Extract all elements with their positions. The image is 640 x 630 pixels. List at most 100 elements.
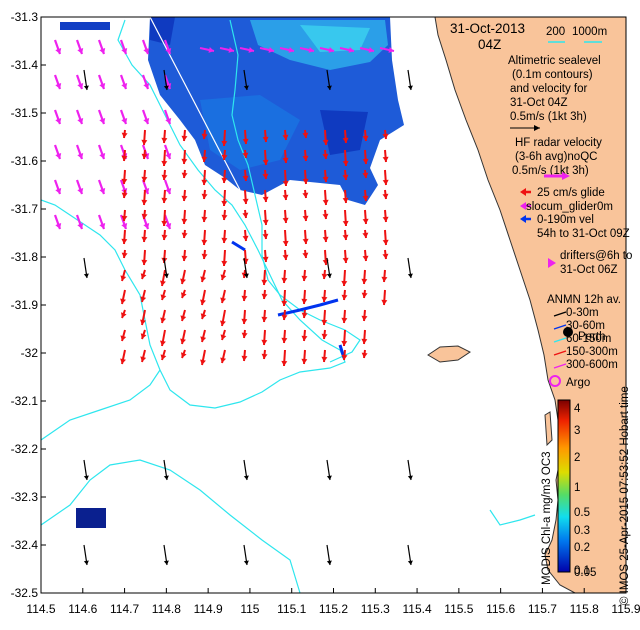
hf-radar-arrow xyxy=(181,189,188,202)
hf-radar-arrow xyxy=(321,329,328,340)
svg-text:300-600m: 300-600m xyxy=(566,359,618,371)
svg-text:Altimetric sealevel: Altimetric sealevel xyxy=(508,55,601,67)
y-tick-label: -32.3 xyxy=(11,490,39,504)
hf-radar-arrow xyxy=(241,309,248,325)
altimetry-arrow xyxy=(219,47,235,53)
hf-radar-arrow xyxy=(181,229,188,239)
hf-radar-arrow xyxy=(181,209,188,225)
x-tick-label: 114.6 xyxy=(68,602,97,616)
colorbar-label: MODIS Chl-a mg/m3 OC3 xyxy=(541,451,553,585)
altimetry-arrow xyxy=(53,179,62,195)
hf-radar-arrow xyxy=(200,309,207,320)
colorbar-tick-label: 0.2 xyxy=(574,542,590,554)
hf-radar-arrow xyxy=(200,289,206,306)
y-tick-label: -31.8 xyxy=(11,250,39,264)
svg-text:25 cm/s glide: 25 cm/s glide xyxy=(537,187,605,199)
hf-radar-arrow xyxy=(342,189,349,204)
hf-radar-arrow xyxy=(382,129,389,140)
imos-credit: © IMOS 25-Apr-2015 07:53:52 Hobart time xyxy=(619,386,631,605)
svg-text:(0.1m contours): (0.1m contours) xyxy=(512,69,593,81)
mooring-arrow xyxy=(83,257,89,279)
hf-radar-arrow xyxy=(141,169,148,183)
hf-radar-arrow xyxy=(261,349,268,360)
glider-legend: 25 cm/s glide slocum_glider0m 0-190m vel… xyxy=(520,187,630,240)
x-tick-label: 114.9 xyxy=(194,602,223,616)
svg-text:0-190m vel: 0-190m vel xyxy=(537,214,594,226)
hf-radar-arrow xyxy=(361,309,368,322)
hf-radar-arrow xyxy=(282,209,289,224)
hf-radar-arrow xyxy=(381,289,388,306)
x-tick-label: 114.7 xyxy=(110,602,139,616)
hf-radar-arrow xyxy=(342,229,349,241)
mooring-arrow xyxy=(407,459,413,481)
y-tick-label: -31.3 xyxy=(11,10,39,24)
svg-text:0.5m/s (1kt 3h): 0.5m/s (1kt 3h) xyxy=(510,111,587,123)
hf-radar-arrow xyxy=(120,269,127,282)
y-tick-label: -31.5 xyxy=(11,106,39,120)
hf-radar-arrow xyxy=(121,249,128,259)
colorbar-tick-label: 0.05 xyxy=(574,567,596,579)
svg-text:31-Oct 04Z: 31-Oct 04Z xyxy=(510,97,568,109)
y-tick-label: -32.1 xyxy=(11,394,39,408)
hf-radar-arrow xyxy=(121,209,128,222)
argo-legend-label: Argo xyxy=(566,377,590,389)
land-mass xyxy=(434,17,626,593)
hf-radar-arrow xyxy=(201,249,208,260)
y-tick-label: -32.5 xyxy=(11,586,39,600)
hf-radar-arrow xyxy=(181,169,188,179)
mooring-arrow xyxy=(326,544,332,566)
hf-radar-arrow xyxy=(221,249,228,267)
altimetry-arrow xyxy=(75,179,84,195)
altimetry-arrow xyxy=(97,214,106,230)
hf-radar-arrow xyxy=(322,169,329,183)
svg-text:31-Oct 06Z: 31-Oct 06Z xyxy=(560,264,618,276)
hf-radar-arrow xyxy=(180,269,186,285)
satellite-track xyxy=(149,17,241,191)
hf-radar-arrow xyxy=(321,309,328,326)
svg-text:60-150m: 60-150m xyxy=(566,333,611,345)
hf-radar-arrow xyxy=(261,329,268,346)
hf-radar-arrow xyxy=(242,129,249,145)
perth-label: Perth xyxy=(578,331,606,343)
hf-radar-arrow xyxy=(301,269,308,282)
hf-radar-arrow xyxy=(242,209,249,219)
hf-radar-arrow xyxy=(322,229,329,243)
hf-radar-arrow xyxy=(262,249,269,263)
hf-radar-arrow xyxy=(141,209,148,220)
hf-radar-arrow xyxy=(362,249,369,262)
hf-radar-arrow xyxy=(361,329,368,345)
altimetry-arrow xyxy=(75,109,84,125)
y-tick-label: -31.9 xyxy=(11,298,39,312)
hf-radar-arrow xyxy=(282,149,289,164)
hf-radar-arrow xyxy=(161,209,168,227)
x-tick-label: 115 xyxy=(240,602,259,616)
hf-radar-arrow xyxy=(341,329,348,347)
colorbar-tick-label: 2 xyxy=(574,452,580,464)
y-tick-label: -31.4 xyxy=(11,58,39,72)
hf-radar-arrow xyxy=(361,289,368,299)
mooring-marker xyxy=(563,327,573,337)
hf-radar-arrow xyxy=(342,129,349,144)
hf-radar-arrow xyxy=(161,229,168,241)
svg-text:HF radar velocity: HF radar velocity xyxy=(515,137,602,149)
hf-radar-arrow xyxy=(180,289,187,299)
x-tick-label: 114.5 xyxy=(26,602,55,616)
svg-text:0.5m/s (1kt 3h): 0.5m/s (1kt 3h) xyxy=(512,165,589,177)
hf-radar-arrow xyxy=(140,269,147,280)
hf-radar-arrow xyxy=(301,329,308,342)
altimetry-arrow xyxy=(163,144,172,160)
hf-radar-arrow xyxy=(140,309,146,326)
argo-legend-marker xyxy=(549,375,561,387)
altimetry-arrow xyxy=(75,214,84,230)
hf-radar-arrow xyxy=(262,229,269,240)
x-tick-label: 115.1 xyxy=(277,602,306,616)
altimetry-arrow xyxy=(75,74,84,90)
hf-radar-arrow xyxy=(362,209,369,225)
hf-radar-arrow xyxy=(261,309,268,323)
hf-radar-arrow xyxy=(120,289,126,305)
hf-radar-arrow xyxy=(361,269,368,285)
hf-radar-arrow xyxy=(382,169,389,186)
hf-radar-arrow xyxy=(322,129,329,146)
hf-radar-arrow xyxy=(302,169,309,185)
